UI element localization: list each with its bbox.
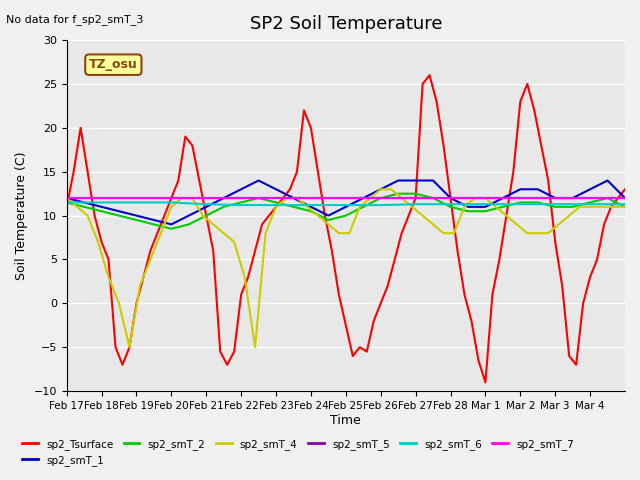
- Text: No data for f_sp2_smT_3: No data for f_sp2_smT_3: [6, 14, 144, 25]
- Text: TZ_osu: TZ_osu: [89, 58, 138, 71]
- X-axis label: Time: Time: [330, 414, 361, 427]
- Y-axis label: Soil Temperature (C): Soil Temperature (C): [15, 151, 28, 280]
- Legend: sp2_Tsurface, sp2_smT_1, sp2_smT_2, sp2_smT_4, sp2_smT_5, sp2_smT_6, sp2_smT_7: sp2_Tsurface, sp2_smT_1, sp2_smT_2, sp2_…: [18, 434, 578, 470]
- Title: SP2 Soil Temperature: SP2 Soil Temperature: [250, 15, 442, 33]
